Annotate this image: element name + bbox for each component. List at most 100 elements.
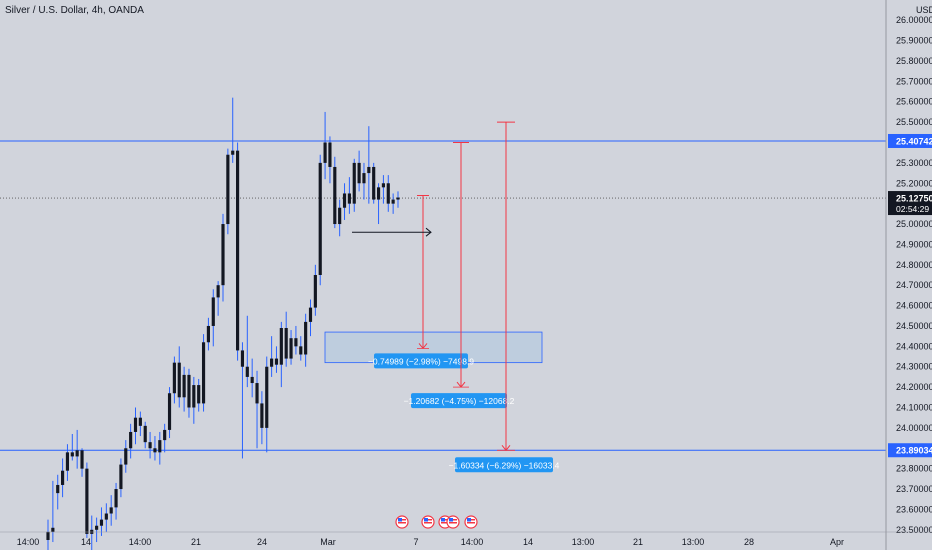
candle-body [299,346,303,355]
x-tick-label: 13:00 [682,537,705,547]
measure-arrowhead [501,444,511,452]
flag-stripe [398,522,406,524]
currency-label: USD [916,5,932,15]
candle-body [250,376,254,384]
candle-body [279,328,283,365]
candle-body [274,358,279,365]
candle-body [172,362,176,394]
x-tick-label: 21 [191,537,201,547]
us-flag-icon[interactable] [464,515,478,529]
measure-label: −1.20682 (−4.75%) −12068.2 [404,396,515,406]
candle-body [99,519,104,526]
candle-body [265,366,269,428]
y-tick-label: 24.90000 [896,239,932,249]
flag-canton [441,518,445,522]
candle-body [182,374,186,398]
candle-body [119,464,123,490]
time-axis[interactable]: 14:00 14 14:00 21 24 Mar 7 14:00 14 13:00 21 13:00 2… [0,531,932,547]
us-flag-icon[interactable] [395,515,409,529]
level-tag-text-1: 23.89034 [896,446,932,456]
candle-body [236,150,240,351]
candle-body [70,452,74,457]
candle-body [109,507,113,514]
y-tick-label: 23.70000 [896,484,932,494]
event-markers[interactable] [395,515,478,529]
candle-body [153,448,157,453]
candle-body [294,338,298,347]
candle-body [143,425,147,443]
last-price-tag-bg [888,191,932,216]
candle-body [177,362,181,398]
y-tick-label: 23.60000 [896,504,932,514]
x-tick-label: 21 [633,537,643,547]
last-price-tag: 25.12750 [896,194,932,204]
candle-body [226,154,230,225]
candle-body [104,513,108,520]
candle-body [56,484,60,494]
candle-body [372,166,376,200]
candle-body [304,321,308,355]
candle-body [61,470,65,485]
candle-body [231,150,235,155]
candle-body [357,162,361,184]
x-tick-label: 14 [81,537,91,547]
y-tick-label: 25.20000 [896,178,932,188]
candle-body [381,183,385,188]
flag-canton [449,518,453,522]
arrow-annotation [352,227,432,237]
candle-body [318,162,322,275]
candle-body [308,307,313,322]
candle-body [342,193,347,208]
flag-stripe [449,522,457,524]
y-tick-label: 24.10000 [896,403,932,413]
x-tick-label: 14:00 [17,537,40,547]
candle-body [391,199,395,204]
candle-body [323,142,327,163]
y-tick-label: 25.70000 [896,76,932,86]
candle-body [46,531,50,540]
x-tick-label: 28 [744,537,754,547]
level-tag-bg-1 [888,443,932,458]
y-tick-label: 24.40000 [896,341,932,351]
measure-arrowhead [456,381,466,388]
level-tag-bg-0 [888,133,932,148]
flag-stripe [441,522,449,524]
price-axis[interactable]: 25.90000 25.80000 25.70000 25.60000 25.50000… [896,15,932,535]
candle-body [201,342,206,404]
candle-body [148,442,152,449]
flag-stripe [424,522,432,524]
candle-body [367,166,371,174]
x-tick-label: 14 [523,537,533,547]
arrow-head [425,227,432,237]
y-tick-label-partial: 26.00000 [896,15,932,25]
y-tick-label: 25.90000 [896,36,932,46]
x-tick-label: Apr [830,537,844,547]
measure-label: −0.74989 (−2.98%) −7498.9 [368,356,474,366]
x-tick-label: Mar [320,537,336,547]
candle-body [216,285,220,298]
measure-label-bg [411,393,507,409]
candle-body [187,374,191,408]
countdown-tag: 02:54:29 [896,204,929,214]
candle-body [80,450,84,469]
y-tick-label: 24.60000 [896,301,932,311]
level-tag-text-0: 25.40742 [896,136,932,146]
candle-body [221,224,225,286]
candle-body [270,358,274,367]
horizontal-levels [0,140,886,451]
flag-canton [398,518,402,522]
candle-body [260,403,264,428]
us-flag-icon[interactable] [446,515,460,529]
us-flag-icon[interactable] [421,515,435,529]
candle-body [163,429,167,441]
y-tick-label: 24.00000 [896,423,932,433]
candle-body [313,275,317,308]
x-tick-label: 14:00 [129,537,152,547]
candle-body [255,383,259,404]
flag-stripe [467,522,475,524]
candle-body [167,393,172,430]
candle-body [289,338,293,359]
y-tick-label: 25.30000 [896,158,932,168]
